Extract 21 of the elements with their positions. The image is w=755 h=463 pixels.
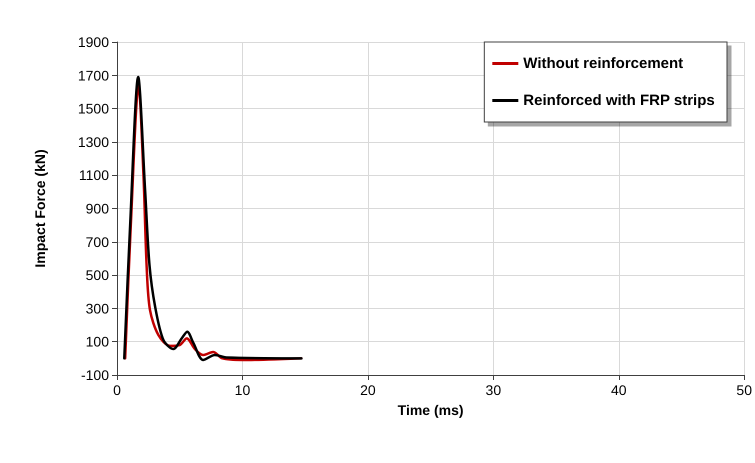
y-tick-label: 1500 [78,100,110,117]
y-tick-label: 900 [86,200,110,216]
y-tick-label: 500 [86,267,110,284]
x-tick-label: 40 [610,382,627,398]
x-axis-title: Time (ms) [398,402,464,418]
y-tick-label: 1300 [78,134,110,150]
y-tick-label: 700 [86,234,110,250]
y-tick-label: 1700 [78,67,110,84]
x-tick-label: 20 [360,382,376,398]
y-tick-label: -100 [80,367,110,383]
y-tick-label: 100 [86,334,110,350]
y-tick-label: 300 [86,300,110,316]
x-tick-label: 0 [113,382,122,398]
x-tick-label: 10 [234,382,250,398]
x-tick-label: 30 [486,382,502,398]
x-tick-label: 50 [736,382,752,398]
y-tick-label: 1900 [78,34,110,50]
y-tick-label: 1100 [78,167,110,184]
legend-label: Reinforced with FRP strips [523,92,715,109]
y-axis-title: Impact Force (kN) [32,149,48,268]
legend-label: Without reinforcement [523,55,684,72]
